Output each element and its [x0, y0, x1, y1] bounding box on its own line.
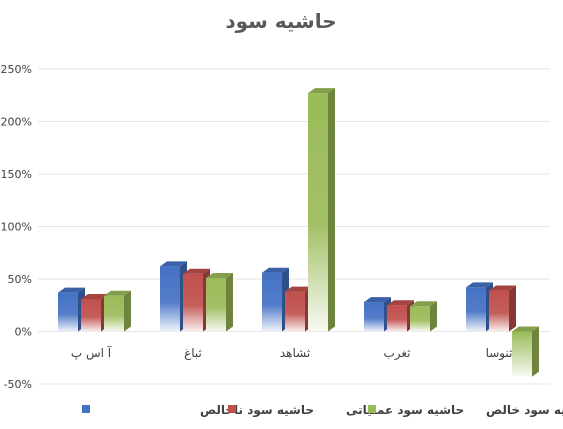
chart-title: حاشیه سود [225, 9, 336, 33]
bar [466, 282, 493, 332]
bar-top [285, 286, 312, 292]
bar [285, 286, 312, 332]
legend-label: حاشیه سود خالص [486, 403, 563, 418]
bar-front [285, 291, 305, 332]
bar-front [81, 298, 101, 332]
x-axis-categories: آ اس پ ثباغ ثشاهد ثغرب ثنوسا [71, 345, 513, 361]
legend: حاشیه سود ناخالص حاشیه سود عملیاتی حاشیه س… [82, 403, 563, 418]
bar-front [387, 305, 407, 332]
legend-label: حاشیه سود عملیاتی [346, 403, 464, 418]
bar-front [308, 93, 328, 332]
bar-side [328, 88, 335, 332]
bar [160, 261, 187, 332]
y-axis-ticks: -50% 0% 50% 100% 150% 200% 250% [1, 63, 32, 391]
bar-top [466, 282, 493, 288]
bar-front [364, 302, 384, 332]
category-label: آ اس پ [71, 345, 112, 361]
legend-label: حاشیه سود ناخالص [200, 403, 314, 418]
bar-front [104, 295, 124, 332]
bar-top [308, 88, 335, 94]
bar [206, 272, 233, 332]
bar-top [387, 300, 414, 306]
category-label: ثنوسا [486, 346, 513, 361]
bar-top [81, 293, 108, 299]
bar [512, 326, 539, 377]
category-label: ثغرب [383, 346, 410, 361]
bar [387, 300, 414, 332]
bar [410, 301, 437, 332]
bar-side [226, 272, 233, 332]
bar-side [532, 326, 539, 377]
bar-top [183, 268, 210, 274]
bar-front [262, 272, 282, 332]
y-tick-label: 200% [1, 116, 32, 129]
bar-front [466, 287, 486, 332]
bar-front [183, 273, 203, 332]
bar [489, 285, 516, 332]
bar-front [160, 266, 180, 332]
legend-item: حاشیه سود خالص [368, 403, 563, 418]
bar [364, 297, 391, 332]
bar-top [512, 326, 539, 332]
legend-swatch [228, 405, 236, 413]
bar-front [206, 277, 226, 332]
bar-top [410, 301, 437, 307]
bar-side [509, 285, 516, 332]
bar [262, 267, 289, 332]
y-tick-label: 50% [8, 273, 32, 286]
legend-item: حاشیه سود ناخالص [82, 403, 314, 418]
bar-top [58, 287, 85, 293]
category-label: ثباغ [184, 346, 202, 360]
y-tick-label: 100% [1, 221, 32, 234]
bar-front [58, 292, 78, 332]
bar-side [124, 290, 131, 332]
bar-side [430, 301, 437, 332]
bar-top [262, 267, 289, 273]
bar [183, 268, 210, 332]
grid-lines [38, 68, 550, 385]
bar-top [364, 297, 391, 303]
y-tick-label: 250% [1, 63, 32, 76]
bar-front [512, 331, 532, 377]
bar-top [160, 261, 187, 267]
bar-front [489, 290, 509, 332]
y-tick-label: -50% [4, 378, 32, 391]
bar-front [410, 306, 430, 332]
legend-swatch [368, 405, 376, 413]
bars [58, 88, 539, 377]
bar [308, 88, 335, 332]
legend-swatch [82, 405, 90, 413]
y-tick-label: 0% [15, 326, 32, 339]
bar [58, 287, 85, 332]
bar-top [206, 272, 233, 278]
bar-top [104, 290, 131, 296]
category-label: ثشاهد [280, 346, 310, 360]
bar [104, 290, 131, 332]
y-tick-label: 150% [1, 168, 32, 181]
bar-top [489, 285, 516, 291]
bar [81, 293, 108, 332]
